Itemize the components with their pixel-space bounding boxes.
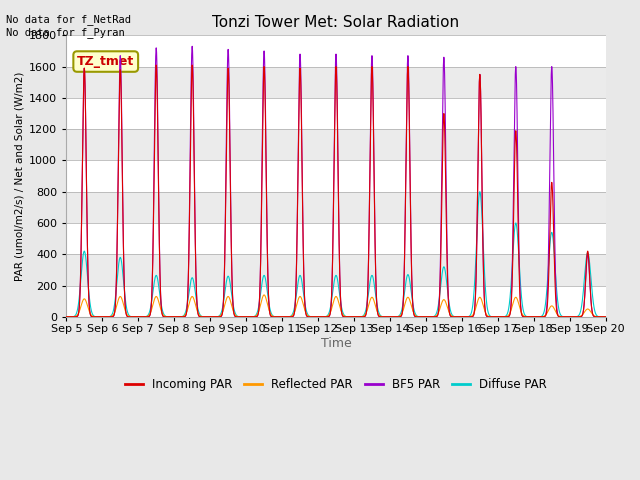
Bar [67,223,605,254]
Bar [67,160,605,192]
Y-axis label: PAR (umol/m2/s) / Net and Solar (W/m2): PAR (umol/m2/s) / Net and Solar (W/m2) [15,72,25,281]
Bar [67,286,605,317]
Bar [67,254,605,286]
Bar [67,192,605,223]
Bar [67,36,605,67]
Bar [67,129,605,160]
Legend: Incoming PAR, Reflected PAR, BF5 PAR, Diffuse PAR: Incoming PAR, Reflected PAR, BF5 PAR, Di… [120,373,552,396]
Text: No data for f_NetRad
No data for f_Pyran: No data for f_NetRad No data for f_Pyran [6,14,131,38]
Bar [67,67,605,98]
X-axis label: Time: Time [321,336,351,349]
Text: TZ_tmet: TZ_tmet [77,55,134,68]
Title: Tonzi Tower Met: Solar Radiation: Tonzi Tower Met: Solar Radiation [212,15,460,30]
Bar [67,98,605,129]
